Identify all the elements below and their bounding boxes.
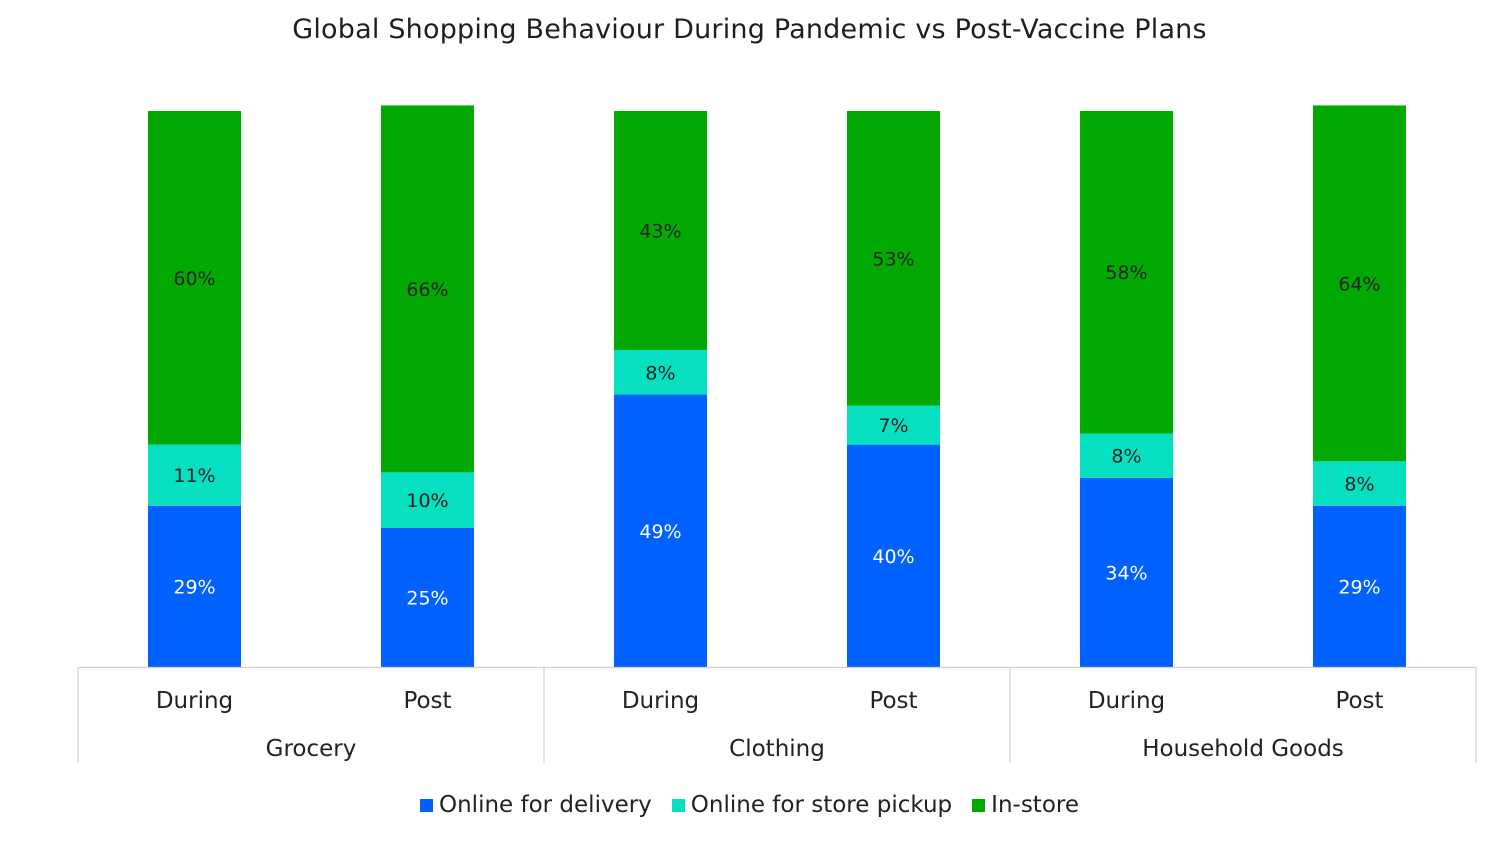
data-label: 58%: [1105, 262, 1147, 284]
bar-segment: [614, 394, 707, 667]
data-label: 40%: [872, 546, 914, 568]
x-tick-label: During: [1088, 688, 1165, 714]
x-tick-label: During: [622, 688, 699, 714]
bar-stack: 29% 8% 64%: [1313, 105, 1406, 667]
bar-segment: [1080, 433, 1173, 478]
bar-segment: [1313, 461, 1406, 506]
x-tick-label: Post: [869, 688, 917, 714]
bar-segment: [1080, 111, 1173, 434]
x-tick-label: During: [156, 688, 233, 714]
x-group-label: Grocery: [266, 736, 357, 762]
x-group-label: Clothing: [729, 736, 825, 762]
bar-segment: [148, 444, 241, 506]
bar-segment: [847, 444, 940, 667]
bar-segment: [614, 111, 707, 351]
bar-stack: 25% 10% 66%: [381, 105, 474, 667]
data-label: 29%: [173, 576, 215, 598]
data-label: 10%: [406, 490, 448, 512]
bar-segment: [381, 105, 474, 473]
data-label: 8%: [1344, 474, 1374, 496]
data-label: 8%: [1111, 446, 1141, 468]
bar-stack: 40% 7% 53%: [847, 111, 940, 667]
data-label: 25%: [406, 588, 448, 610]
data-label: 60%: [173, 268, 215, 290]
legend-swatch: [420, 798, 433, 812]
legend-label: Online for store pickup: [690, 792, 953, 818]
legend-item: In-store: [972, 792, 1079, 818]
bar-segment: [847, 111, 940, 406]
bar-stack: 29% 11% 60%: [148, 111, 241, 667]
legend-item: Online for delivery: [420, 792, 652, 818]
axis-layer: During Post During Post During Post Grocery Clo…: [77, 666, 1477, 763]
data-label: 49%: [639, 521, 681, 543]
bar-segment: [148, 505, 241, 667]
bar-segment: [847, 405, 940, 445]
bar-stack: 34% 8% 58%: [1080, 111, 1173, 667]
legend-label: Online for delivery: [439, 792, 652, 818]
legend-item: Online for store pickup: [671, 792, 953, 818]
data-label: 29%: [1338, 576, 1380, 598]
bar-segment: [1313, 505, 1406, 667]
bar-segment: [148, 111, 241, 445]
bar-segment: [1080, 477, 1173, 667]
legend-swatch: [972, 798, 986, 812]
data-label: 7%: [878, 415, 908, 437]
x-group-label: Household Goods: [1142, 736, 1344, 762]
data-label: 43%: [639, 221, 681, 243]
data-label: 64%: [1338, 273, 1380, 295]
legend-swatch: [671, 798, 685, 812]
x-tick-label: Post: [403, 688, 451, 714]
bar-segment: [381, 528, 474, 667]
data-label: 66%: [406, 279, 448, 301]
data-label: 11%: [173, 465, 215, 487]
data-label: 34%: [1105, 562, 1147, 584]
bars-layer: 29% 11% 60% 25% 10% 66% 49% 8% 43% 40% 7% 53% 34% 8% 5…: [148, 105, 1406, 667]
data-label: 53%: [872, 248, 914, 270]
legend-label: In-store: [991, 792, 1079, 818]
bar-segment: [614, 350, 707, 395]
bar-segment: [1313, 105, 1406, 462]
bar-segment: [381, 472, 474, 528]
chart-title: Global Shopping Behaviour During Pandemi…: [292, 14, 1207, 45]
legend: Online for delivery Online for store pick…: [0, 792, 1499, 818]
bar-stack: 49% 8% 43%: [614, 111, 707, 667]
data-label: 8%: [645, 362, 675, 384]
x-tick-label: Post: [1335, 688, 1383, 714]
